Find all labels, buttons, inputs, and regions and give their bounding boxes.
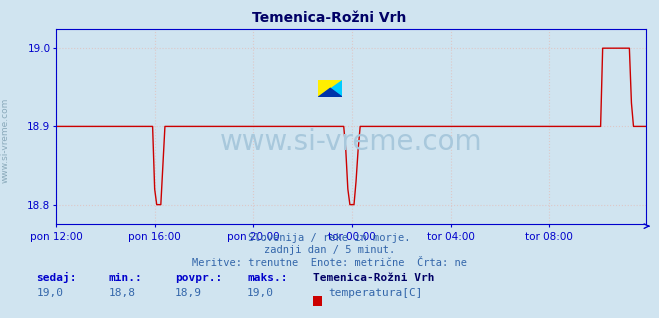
Text: min.:: min.: <box>109 273 142 283</box>
Polygon shape <box>318 80 342 97</box>
Text: www.si-vreme.com: www.si-vreme.com <box>1 97 10 183</box>
Text: Meritve: trenutne  Enote: metrične  Črta: ne: Meritve: trenutne Enote: metrične Črta: … <box>192 258 467 268</box>
Text: maks.:: maks.: <box>247 273 287 283</box>
Text: Slovenija / reke in morje.: Slovenija / reke in morje. <box>248 233 411 243</box>
Text: 19,0: 19,0 <box>247 288 274 298</box>
Text: Temenica-Rožni Vrh: Temenica-Rožni Vrh <box>252 11 407 25</box>
Text: povpr.:: povpr.: <box>175 273 222 283</box>
Text: Temenica-Rožni Vrh: Temenica-Rožni Vrh <box>313 273 434 283</box>
Polygon shape <box>318 88 342 97</box>
Text: 19,0: 19,0 <box>36 288 63 298</box>
Text: temperatura[C]: temperatura[C] <box>328 288 422 298</box>
Polygon shape <box>318 80 342 97</box>
Text: 18,9: 18,9 <box>175 288 202 298</box>
Text: zadnji dan / 5 minut.: zadnji dan / 5 minut. <box>264 245 395 255</box>
Text: sedaj:: sedaj: <box>36 273 76 283</box>
Text: www.si-vreme.com: www.si-vreme.com <box>219 128 482 156</box>
Text: 18,8: 18,8 <box>109 288 136 298</box>
